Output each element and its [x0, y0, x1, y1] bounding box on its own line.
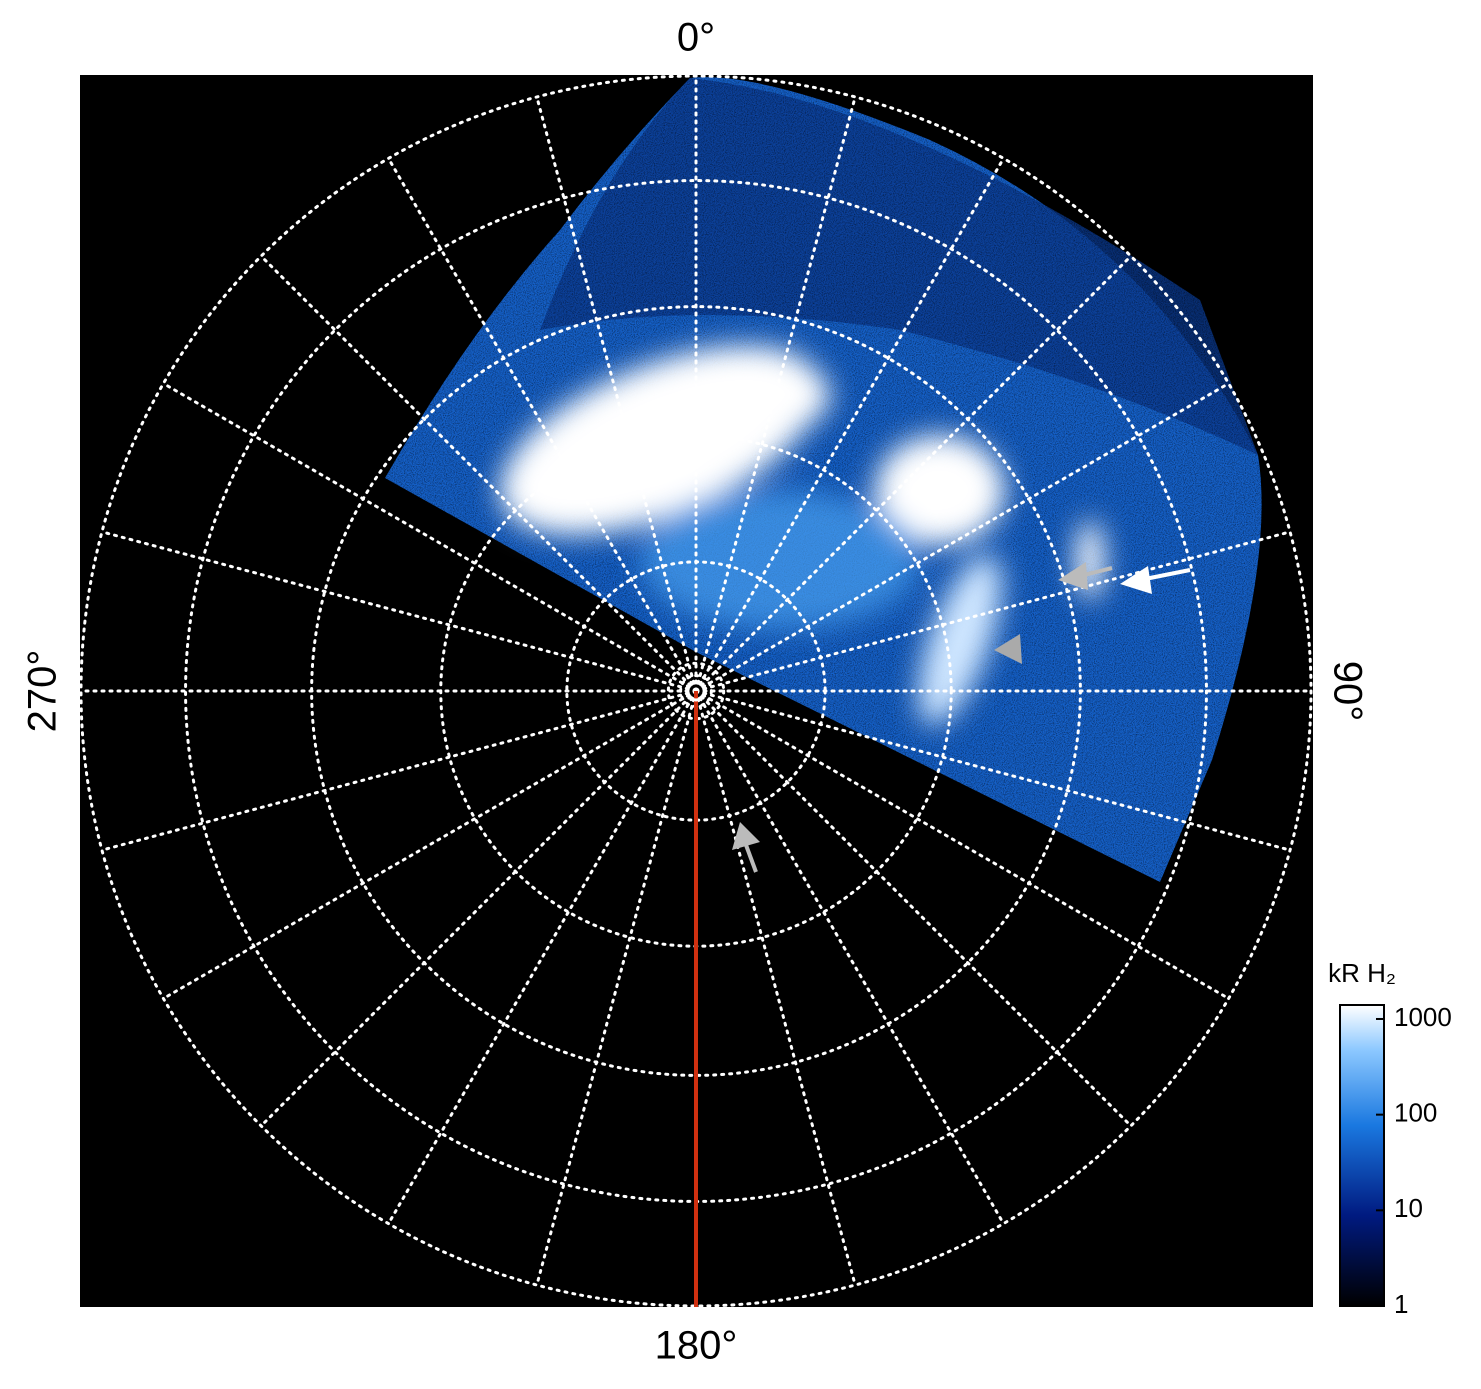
colorbar-title: kR H₂ — [1328, 958, 1396, 988]
grid-spoke — [535, 95, 698, 693]
grid-spoke — [694, 156, 1005, 693]
grid-spoke — [100, 530, 698, 693]
angle-label: 90° — [1325, 661, 1369, 722]
polar-grid — [80, 75, 1313, 1307]
grid-spoke — [161, 689, 698, 1000]
grid-spoke — [100, 689, 698, 852]
grid-spoke — [387, 689, 698, 1226]
arrows — [732, 562, 1191, 873]
grid-spoke — [694, 689, 857, 1287]
grid-spoke — [694, 689, 1231, 1000]
colorbar-tick-label: 1 — [1394, 1289, 1408, 1319]
grid-spoke — [694, 382, 1231, 693]
aurora-image — [80, 75, 1313, 1307]
grid-spoke — [694, 95, 857, 693]
grid-spoke — [259, 689, 698, 1128]
angle-label: 0° — [677, 16, 715, 60]
grid-spoke — [535, 689, 698, 1287]
grid-spoke — [694, 530, 1292, 693]
angle-label: 180° — [655, 1324, 738, 1368]
bright-emission — [499, 345, 1104, 726]
grid-spoke — [694, 254, 1133, 693]
colorbar-tick-label: 100 — [1394, 1098, 1437, 1128]
grid-spoke — [161, 382, 698, 693]
colorbar-tick-label: 1000 — [1394, 1002, 1452, 1032]
colorbar — [1339, 1004, 1385, 1307]
grid-ring — [80, 75, 1313, 1307]
angle-label: 270° — [21, 650, 65, 733]
grid-spoke — [694, 689, 1292, 852]
grid-spoke — [387, 156, 698, 693]
pole-marker — [685, 680, 707, 702]
grid-spoke — [259, 254, 698, 693]
grid-spoke — [694, 689, 1005, 1226]
colorbar-tick-label: 10 — [1394, 1193, 1423, 1223]
grid-spoke — [694, 689, 1133, 1128]
